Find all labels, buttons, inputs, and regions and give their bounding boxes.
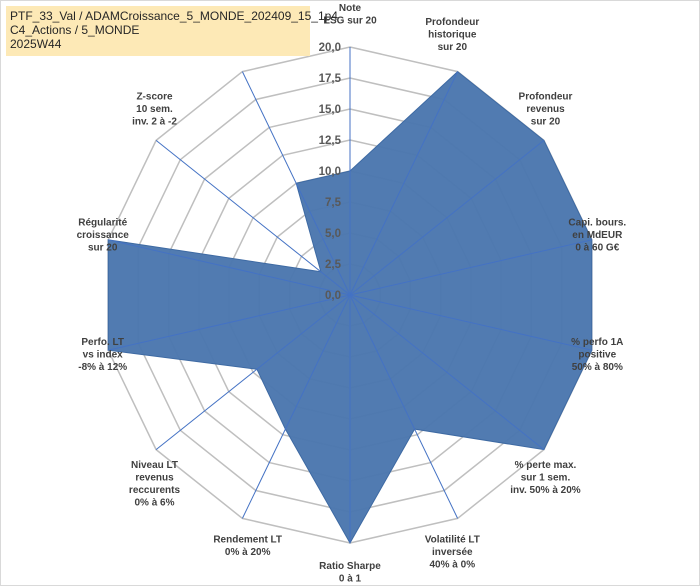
axis-spoke — [108, 239, 351, 296]
axis-spoke — [241, 294, 351, 519]
radial-tick-label: 17,5 — [319, 73, 342, 85]
axis-spoke — [349, 294, 545, 450]
title-line-3: 2025W44 — [10, 37, 62, 51]
axis-label: Niveau LT revenus reccurents 0% à 6% — [129, 460, 181, 509]
axis-spoke — [349, 140, 545, 296]
axis-label: Capi. bours. en MdEUR 0 à 60 G€ — [568, 218, 626, 254]
axis-spoke — [349, 294, 459, 519]
axis-label: Volatilité LT inversée 40% à 0% — [425, 535, 480, 571]
radial-tick-label: 15,0 — [319, 104, 341, 116]
axis-label: Profondeur revenus sur 20 — [519, 91, 573, 127]
radial-tick-label: 5,0 — [325, 228, 341, 240]
radial-tick-label: 2,5 — [325, 259, 342, 271]
axis-spoke — [155, 294, 351, 450]
title-line-1: PTF_33_Val / ADAMCroissance_5_MONDE_2024… — [10, 9, 338, 23]
radial-tick-label: 7,5 — [325, 197, 342, 209]
axis-spoke — [241, 71, 351, 296]
radial-tick-labels: 0,0 2,5 5,0 7,5 10,0 12,5 15,0 17,5 20,0 — [319, 42, 342, 302]
axis-label: Z-score 10 sem. inv. 2 à -2 — [132, 91, 177, 127]
title-line-2: C4_Actions / 5_MONDE — [10, 23, 140, 37]
axis-label: Profondeur historique sur 20 — [425, 17, 479, 53]
axis-spoke — [349, 239, 592, 296]
axis-spoke — [108, 294, 351, 351]
radial-tick-label: 10,0 — [319, 166, 341, 178]
axis-label: Régularité croissance sur 20 — [77, 218, 130, 254]
radial-tick-label: 0,0 — [325, 290, 341, 302]
radial-tick-label: 20,0 — [319, 42, 341, 54]
chart-title-box: PTF_33_Val / ADAMCroissance_5_MONDE_2024… — [6, 6, 338, 56]
axis-label: Rendement LT 0% à 20% — [213, 535, 282, 559]
axis-spoke — [349, 294, 592, 351]
axis-spoke — [155, 140, 351, 296]
radar-spokes — [108, 47, 592, 543]
axis-label: Note ESG sur 20 — [323, 3, 377, 27]
axis-label: Perfo. LT vs index -8% à 12% — [78, 337, 127, 373]
radial-tick-label: 12,5 — [319, 135, 342, 147]
axis-label: % perte max. sur 1 sem. inv. 50% à 20% — [510, 460, 581, 496]
axis-spoke — [349, 71, 459, 296]
axis-label: Ratio Sharpe 0 à 1 — [319, 561, 381, 585]
axis-label: % perfo 1A positive 50% à 80% — [571, 337, 623, 373]
